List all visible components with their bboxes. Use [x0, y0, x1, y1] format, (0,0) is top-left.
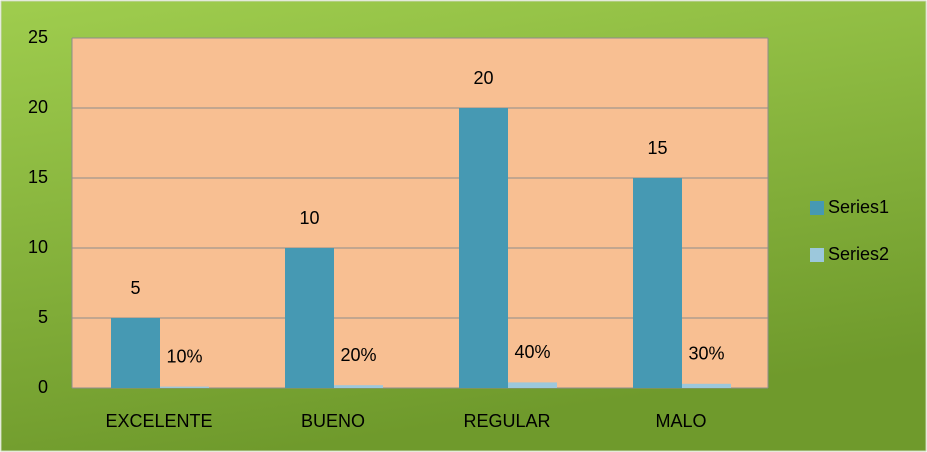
- bar: [459, 108, 508, 388]
- data-label: 20: [473, 68, 493, 88]
- data-label: 30%: [688, 344, 724, 364]
- data-label: 40%: [514, 342, 550, 362]
- bar: [160, 386, 209, 388]
- bar: [285, 248, 334, 388]
- bar: [633, 178, 682, 388]
- data-label: 10%: [166, 346, 202, 366]
- y-tick-label: 20: [28, 97, 48, 117]
- x-tick-label: REGULAR: [463, 411, 550, 431]
- y-tick-label: 5: [38, 307, 48, 327]
- data-label: 15: [647, 138, 667, 158]
- legend-swatch: [810, 201, 824, 215]
- x-tick-label: MALO: [655, 411, 706, 431]
- legend-swatch: [810, 248, 824, 262]
- y-tick-label: 10: [28, 237, 48, 257]
- y-tick-label: 0: [38, 377, 48, 397]
- data-label: 5: [130, 278, 140, 298]
- y-tick-label: 25: [28, 27, 48, 47]
- x-tick-label: BUENO: [301, 411, 365, 431]
- y-tick-label: 15: [28, 167, 48, 187]
- x-tick-label: EXCELENTE: [105, 411, 212, 431]
- bar: [334, 385, 383, 388]
- legend-label: Series1: [828, 197, 889, 217]
- data-label: 10: [299, 208, 319, 228]
- bar: [682, 383, 731, 388]
- bar: [111, 318, 160, 388]
- data-label: 20%: [340, 345, 376, 365]
- bar: [508, 382, 557, 388]
- legend-label: Series2: [828, 244, 889, 264]
